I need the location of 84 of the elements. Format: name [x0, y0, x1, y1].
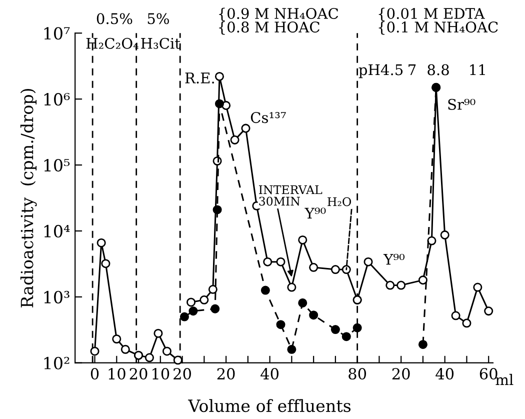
- point: [352, 295, 362, 304]
- x-tick-label: 20: [217, 368, 235, 380]
- annotation: {0.9 M NH₄OAC {0.8 M HOAC: [219, 8, 338, 35]
- x-tick-label: 10: [108, 368, 126, 380]
- x-tick-label: 40: [436, 368, 454, 380]
- point: [214, 72, 224, 81]
- annotation: R.E.: [185, 72, 214, 84]
- point: [186, 298, 196, 307]
- point: [364, 257, 373, 266]
- y-tick-label: 10⁵: [44, 158, 70, 172]
- annotation: Y⁹⁰: [383, 254, 405, 265]
- point: [212, 205, 222, 214]
- annotation: Y⁹⁰: [304, 208, 326, 218]
- point: [230, 135, 240, 144]
- point: [473, 282, 482, 292]
- annotation: H₂C₂O₄: [86, 38, 139, 49]
- annotation: pH4.5: [358, 64, 403, 78]
- point: [180, 312, 189, 322]
- annotation: H₃Cit: [141, 38, 180, 49]
- point: [309, 262, 318, 272]
- point: [120, 344, 130, 354]
- point: [462, 318, 472, 328]
- point: [386, 280, 395, 290]
- text: 5%: [148, 13, 169, 24]
- point: [210, 304, 220, 314]
- point: [241, 124, 250, 133]
- annotation: 7: [408, 64, 416, 76]
- point: [188, 306, 198, 316]
- x-tick-label: 40: [260, 368, 279, 380]
- annotation: 11: [470, 64, 485, 76]
- x-tick-label: 20: [130, 368, 148, 380]
- point: [96, 238, 106, 248]
- annotation: H₂O: [328, 197, 351, 206]
- point: [418, 340, 428, 349]
- point: [162, 346, 172, 356]
- point: [263, 257, 272, 266]
- y-tick-label: 10⁷: [44, 27, 70, 40]
- x-tick-label: 0: [90, 368, 99, 380]
- point: [440, 230, 450, 240]
- point: [342, 332, 351, 342]
- point: [298, 235, 308, 244]
- x-tick-label: 80: [348, 368, 366, 380]
- point: [451, 311, 460, 320]
- annotation: {0.01 M EDTA {0.1 M NH₄OAC: [378, 8, 498, 35]
- x-tick-label: 20: [392, 368, 410, 380]
- point: [287, 282, 296, 292]
- point: [260, 286, 270, 295]
- x-axis-title: Volume of effluents: [188, 399, 351, 412]
- point: [134, 350, 144, 360]
- text: ml: [496, 374, 514, 386]
- point: [484, 306, 494, 316]
- point: [214, 99, 224, 108]
- annotation: Sr⁹⁰: [448, 98, 476, 110]
- point: [330, 325, 340, 334]
- point: [309, 310, 318, 320]
- x-tick-label: 60: [480, 368, 498, 380]
- point: [276, 257, 286, 266]
- point: [396, 280, 406, 290]
- y-tick-label: 10⁴: [44, 224, 70, 238]
- point: [154, 328, 163, 338]
- point: [101, 259, 110, 268]
- y-tick-label: 10⁶: [44, 93, 70, 106]
- x-tick-label: 10: [152, 368, 170, 380]
- point: [298, 298, 308, 308]
- text: 0.5%: [96, 13, 132, 24]
- point: [287, 344, 296, 354]
- annotation: 8.8: [428, 64, 449, 76]
- point: [330, 265, 340, 274]
- point: [352, 323, 362, 332]
- point: [427, 236, 436, 246]
- annotation: INTERVAL 30MIN: [259, 185, 322, 206]
- y-tick-label: 10³: [44, 290, 70, 304]
- annotation: Cs¹³⁷: [250, 112, 286, 124]
- point: [342, 265, 351, 274]
- point: [208, 284, 218, 294]
- y-tick-label: 10²: [44, 356, 70, 370]
- point: [418, 276, 428, 285]
- y-axis-title: Radioactivity (cpm./drop): [20, 88, 37, 308]
- point: [276, 320, 286, 330]
- x-tick-label: 20: [174, 368, 191, 380]
- point: [200, 295, 209, 304]
- point: [112, 334, 122, 344]
- point: [90, 346, 100, 356]
- point: [144, 353, 154, 362]
